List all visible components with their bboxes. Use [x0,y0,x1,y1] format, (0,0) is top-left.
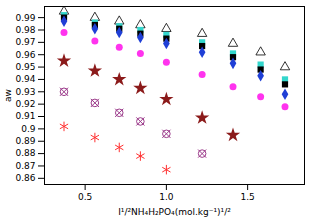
svg-text:0.94: 0.94 [15,74,35,84]
svg-text:aw: aw [3,89,13,102]
svg-text:0.87: 0.87 [15,161,35,171]
svg-text:0.95: 0.95 [15,62,35,72]
svg-text:0.5: 0.5 [78,192,92,202]
svg-text:0.97: 0.97 [15,37,35,47]
svg-text:0.99: 0.99 [15,13,35,23]
svg-text:I¹/²NH₄H₂PO₄(mol.kg⁻¹)¹/²: I¹/²NH₄H₂PO₄(mol.kg⁻¹)¹/² [118,207,231,217]
svg-text:0.91: 0.91 [15,111,35,121]
svg-text:0.98: 0.98 [15,25,35,35]
svg-text:0.96: 0.96 [15,50,35,60]
svg-text:0.93: 0.93 [15,87,35,97]
svg-text:1.0: 1.0 [159,192,174,202]
svg-text:0.86: 0.86 [15,173,35,183]
svg-text:0.9: 0.9 [21,124,36,134]
svg-text:0.89: 0.89 [15,136,35,146]
svg-text:0.92: 0.92 [15,99,35,109]
svg-text:1.5: 1.5 [240,192,254,202]
svg-text:0.88: 0.88 [15,148,35,158]
